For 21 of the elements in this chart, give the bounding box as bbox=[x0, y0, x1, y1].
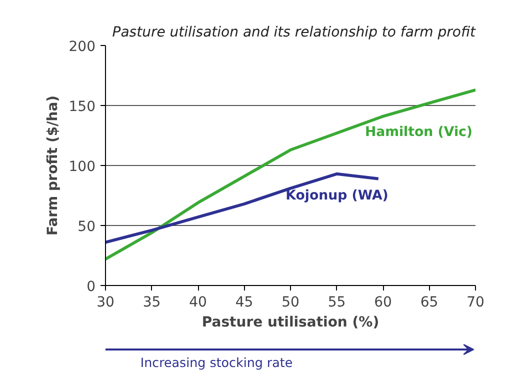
text: Increasing stocking rate bbox=[140, 354, 293, 370]
y-tick-label: 200 bbox=[68, 39, 96, 55]
y-tick-label: 150 bbox=[68, 99, 96, 115]
x-tick-label: 65 bbox=[420, 294, 438, 310]
x-tick-label: 40 bbox=[189, 294, 207, 310]
y-axis-title: Farm profit ($/ha) bbox=[44, 95, 61, 236]
x-tick-label: 70 bbox=[466, 294, 484, 310]
x-tick-label: 50 bbox=[282, 294, 300, 310]
x-tick-label: 60 bbox=[374, 294, 392, 310]
x-tick-label: 30 bbox=[96, 294, 114, 310]
x-tick-label: 35 bbox=[142, 294, 161, 310]
x-axis-title: Pasture utilisation (%) bbox=[202, 314, 380, 330]
x-tick-label: 55 bbox=[328, 294, 346, 310]
line-series bbox=[106, 88, 476, 261]
chart-title: Pasture utilisation and its relationship to farm profit bbox=[112, 24, 476, 40]
x-tick-label: 45 bbox=[235, 294, 254, 310]
y-tick-label: 0 bbox=[86, 279, 96, 295]
y-tick-label: 50 bbox=[78, 219, 96, 235]
y-tick-label: 100 bbox=[68, 159, 96, 175]
series-label: Kojonup (WA) bbox=[286, 188, 388, 204]
series-label: Hamilton (Vic) bbox=[364, 124, 472, 140]
